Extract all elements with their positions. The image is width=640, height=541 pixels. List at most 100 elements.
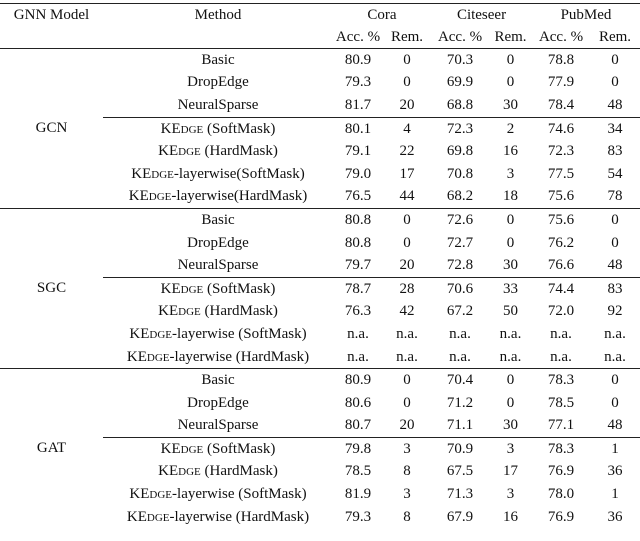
method-cell: NeuralSparse bbox=[103, 94, 333, 117]
method-variant: (SoftMask) bbox=[203, 280, 276, 297]
value-cell: n.a. bbox=[396, 348, 418, 365]
value-cell: 75.6 bbox=[547, 188, 575, 205]
value-cell: 0 bbox=[506, 394, 515, 411]
metric-header: Rem. bbox=[489, 26, 533, 49]
value-cell: 80.1 bbox=[333, 116, 383, 141]
value-cell: 69.9 bbox=[446, 74, 474, 91]
header-cell bbox=[0, 26, 103, 49]
method-variant: -layerwise (SoftMask) bbox=[172, 325, 307, 342]
table-row: GCN Basic 80.9 0 70.3 0 78.8 0 bbox=[0, 47, 640, 209]
method-cell: Basic bbox=[103, 368, 333, 392]
value-cell: 34 bbox=[590, 116, 640, 141]
method-variant: (HardMask) bbox=[200, 303, 278, 320]
value-cell: 72.0 bbox=[547, 303, 575, 320]
method-variant: (SoftMask) bbox=[203, 440, 276, 457]
method-name: DropEdge bbox=[187, 394, 249, 411]
table-row: NeuralSparse 81.7 20 68.8 30 78.4 48 bbox=[0, 94, 640, 117]
method-name: KEdge bbox=[160, 440, 204, 457]
subheader-row: Acc. % Rem. Acc. % Rem. Acc. % Rem. bbox=[0, 26, 640, 49]
value-cell: 76.3 bbox=[344, 303, 372, 320]
method-name: Basic bbox=[201, 211, 235, 228]
value-cell: n.a. bbox=[449, 348, 471, 365]
value-cell: 71.1 bbox=[446, 417, 474, 434]
value-cell: 77.5 bbox=[547, 165, 575, 182]
value-cell: 78.8 bbox=[532, 47, 591, 72]
method-variant: -layerwise (HardMask) bbox=[169, 348, 310, 365]
value-cell: 0 bbox=[489, 208, 533, 232]
value-cell: 0 bbox=[611, 234, 619, 251]
header-row: GNN Model Method Cora Citeseer PubMed bbox=[0, 3, 640, 26]
value-cell: 67.9 bbox=[446, 508, 474, 525]
value-cell: 72.3 bbox=[547, 143, 575, 160]
method-name: KEdge bbox=[128, 188, 172, 205]
method-name: KEdge bbox=[158, 303, 201, 320]
method-cell: KEdge-layerwise(HardMask) bbox=[103, 186, 333, 209]
table-row: KEdge (SoftMask) 79.8 3 70.9 3 78.3 1 bbox=[0, 437, 640, 461]
value-cell: 20 bbox=[399, 417, 415, 434]
metric-header: Acc. % bbox=[431, 26, 490, 49]
method-name: Basic bbox=[201, 372, 235, 389]
value-cell: 77.1 bbox=[547, 417, 575, 434]
value-cell: 72.8 bbox=[446, 257, 474, 274]
method-variant: -layerwise(HardMask) bbox=[171, 188, 308, 205]
value-cell: 16 bbox=[503, 143, 519, 160]
value-cell: 72.6 bbox=[431, 208, 490, 232]
method-name: KEdge bbox=[129, 325, 173, 342]
value-cell: 70.9 bbox=[431, 437, 490, 461]
value-cell: 80.9 bbox=[333, 47, 383, 72]
value-cell: 81.7 bbox=[344, 96, 372, 113]
metric-header: Rem. bbox=[590, 26, 640, 49]
value-cell: 0 bbox=[506, 234, 515, 251]
value-cell: 0 bbox=[489, 47, 533, 72]
value-cell: 44 bbox=[399, 188, 415, 205]
value-cell: 74.6 bbox=[532, 116, 591, 141]
metric-header: Acc. % bbox=[532, 26, 591, 49]
table-row: KEdge (HardMask) 76.3 42 67.2 50 72.0 92 bbox=[0, 301, 640, 324]
value-cell: 78.7 bbox=[333, 276, 383, 301]
method-cell: KEdge (SoftMask) bbox=[103, 437, 333, 461]
value-cell: 0 bbox=[403, 394, 411, 411]
value-cell: 76.6 bbox=[547, 257, 575, 274]
value-cell: 0 bbox=[590, 368, 640, 392]
value-cell: 77.9 bbox=[547, 74, 575, 91]
value-cell: 20 bbox=[399, 257, 415, 274]
value-cell: 50 bbox=[503, 303, 519, 320]
value-cell: 72.7 bbox=[446, 234, 474, 251]
method-cell: KEdge (HardMask) bbox=[103, 140, 333, 163]
value-cell: 78.3 bbox=[532, 437, 591, 461]
value-cell: 20 bbox=[399, 96, 415, 113]
value-cell: 80.9 bbox=[333, 368, 383, 392]
results-table: GNN Model Method Cora Citeseer PubMed Ac… bbox=[0, 3, 640, 529]
method-name: DropEdge bbox=[187, 234, 249, 251]
value-cell: 0 bbox=[489, 368, 533, 392]
table-row: KEdge (SoftMask) 80.1 4 72.3 2 74.6 34 bbox=[0, 116, 640, 141]
table-row: KEdge-layerwise (SoftMask) 81.9 3 71.3 3 78.0… bbox=[0, 483, 640, 506]
method-cell: DropEdge bbox=[103, 392, 333, 415]
method-name: KEdge bbox=[158, 143, 201, 160]
value-cell: n.a. bbox=[604, 325, 626, 342]
value-cell: n.a. bbox=[347, 325, 369, 342]
method-cell: KEdge-layerwise (HardMask) bbox=[103, 346, 333, 369]
method-name: KEdge bbox=[129, 486, 173, 503]
table-row: SGC Basic 80.8 0 72.6 0 75.6 0 bbox=[0, 208, 640, 369]
method-name: KEdge bbox=[131, 165, 174, 182]
method-cell: Basic bbox=[103, 208, 333, 232]
value-cell: 17 bbox=[399, 165, 415, 182]
value-cell: 71.3 bbox=[446, 486, 474, 503]
value-cell: 68.2 bbox=[446, 188, 474, 205]
value-cell: 79.7 bbox=[344, 257, 372, 274]
value-cell: 30 bbox=[503, 257, 519, 274]
table-row: KEdge (HardMask) 78.5 8 67.5 17 76.9 36 bbox=[0, 461, 640, 484]
value-cell: n.a. bbox=[550, 348, 572, 365]
value-cell: 28 bbox=[383, 276, 432, 301]
method-cell: KEdge (HardMask) bbox=[103, 461, 333, 484]
table-row: KEdge (SoftMask) 78.7 28 70.6 33 74.4 83 bbox=[0, 276, 640, 301]
value-cell: 80.7 bbox=[344, 417, 372, 434]
value-cell: 76.9 bbox=[547, 508, 575, 525]
method-variant: (HardMask) bbox=[200, 143, 278, 160]
method-variant: -layerwise(SoftMask) bbox=[173, 165, 305, 182]
value-cell: 83 bbox=[607, 143, 623, 160]
model-cell: SGC bbox=[0, 208, 103, 369]
value-cell: 0 bbox=[403, 74, 411, 91]
value-cell: 3 bbox=[403, 486, 411, 503]
